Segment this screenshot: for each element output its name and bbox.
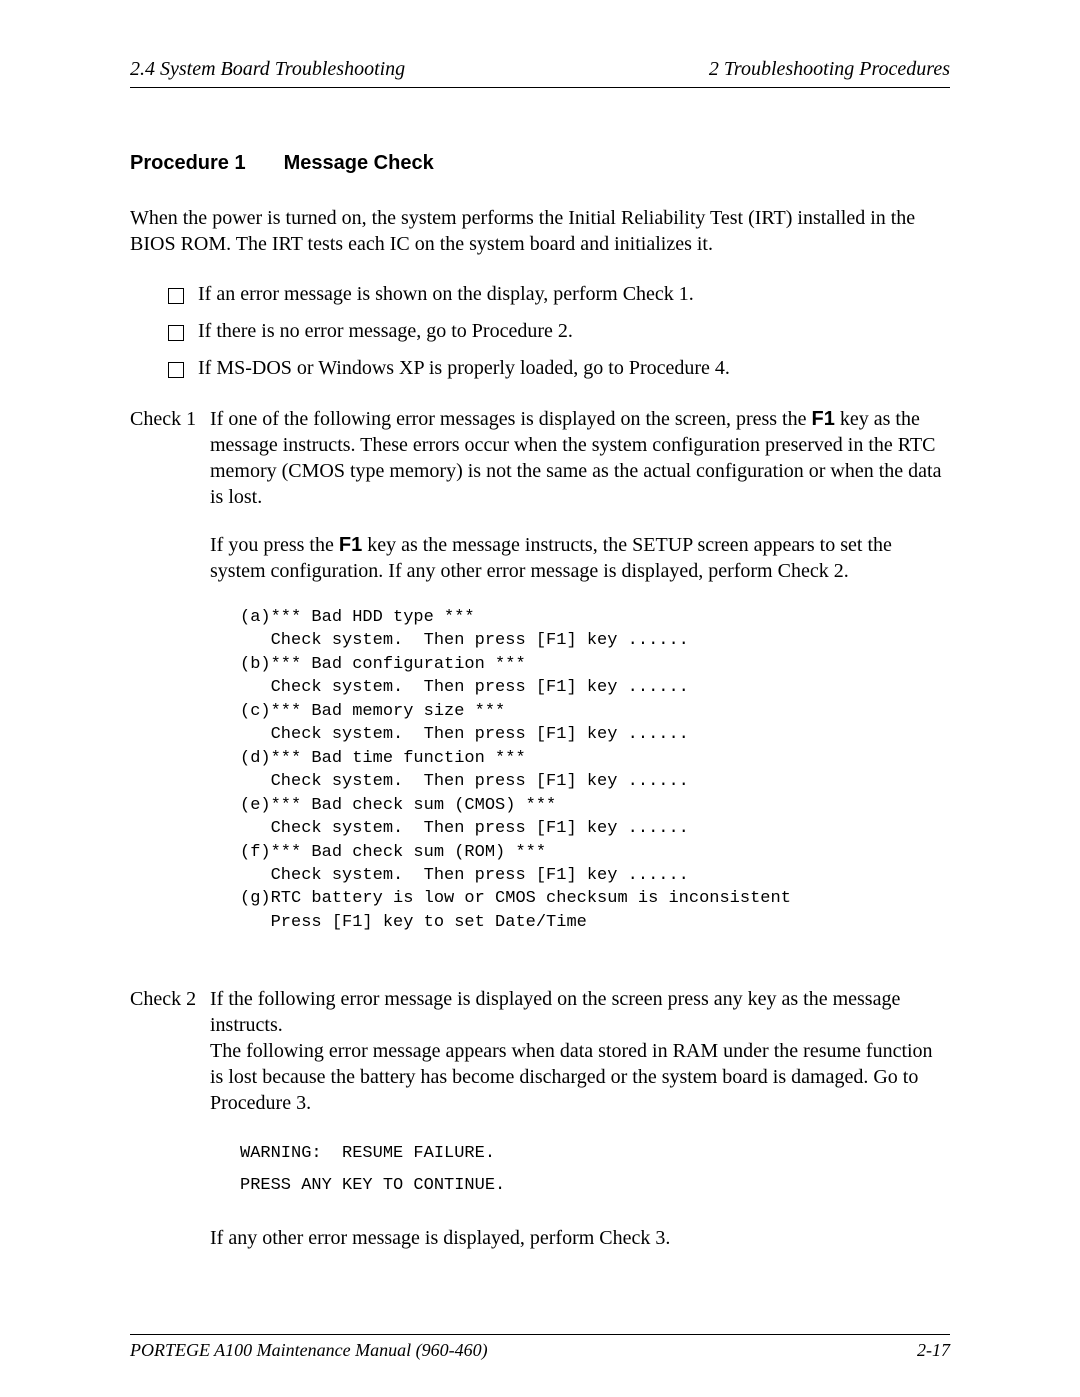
- procedure-title: Message Check: [284, 152, 434, 174]
- check-label: Check 1: [130, 406, 210, 960]
- check2-paragraph-1: If the following error message is displa…: [210, 986, 950, 1038]
- check-body: If one of the following error messages i…: [210, 406, 950, 960]
- error-messages-code: (a)*** Bad HDD type *** Check system. Th…: [240, 606, 950, 934]
- checkbox-icon: [168, 362, 184, 378]
- header-right: 2 Troubleshooting Procedures: [709, 58, 950, 81]
- check-1: Check 1 If one of the following error me…: [130, 406, 950, 960]
- check2-paragraph-2: The following error message appears when…: [210, 1038, 950, 1116]
- bullet-text: If MS-DOS or Windows XP is properly load…: [198, 357, 730, 380]
- check-2: Check 2 If the following error message i…: [130, 986, 950, 1251]
- intro-paragraph: When the power is turned on, the system …: [130, 205, 950, 257]
- check-body: If the following error message is displa…: [210, 986, 950, 1251]
- list-item: If an error message is shown on the disp…: [168, 283, 950, 306]
- check1-paragraph-2: If you press the F1 key as the message i…: [210, 532, 950, 584]
- procedure-heading: Procedure 1 Message Check: [130, 152, 950, 175]
- check2-paragraph-3: If any other error message is displayed,…: [210, 1225, 950, 1251]
- list-item: If MS-DOS or Windows XP is properly load…: [168, 357, 950, 380]
- list-item: If there is no error message, go to Proc…: [168, 320, 950, 343]
- procedure-label: Procedure 1: [130, 152, 246, 175]
- header-rule: [130, 87, 950, 88]
- page: 2.4 System Board Troubleshooting 2 Troub…: [0, 0, 1080, 1397]
- running-header: 2.4 System Board Troubleshooting 2 Troub…: [130, 58, 950, 87]
- checkbox-icon: [168, 325, 184, 341]
- check-label: Check 2: [130, 986, 210, 1251]
- f1-key: F1: [339, 534, 362, 556]
- bullet-text: If there is no error message, go to Proc…: [198, 320, 573, 343]
- bullet-text: If an error message is shown on the disp…: [198, 283, 694, 306]
- checkbox-icon: [168, 288, 184, 304]
- bullet-list: If an error message is shown on the disp…: [168, 283, 950, 380]
- footer-left: PORTEGE A100 Maintenance Manual (960-460…: [130, 1340, 488, 1361]
- check1-paragraph-1: If one of the following error messages i…: [210, 406, 950, 510]
- running-footer: PORTEGE A100 Maintenance Manual (960-460…: [130, 1340, 950, 1361]
- warning-code: WARNING: RESUME FAILURE. PRESS ANY KEY T…: [240, 1138, 950, 1201]
- footer-rule: [130, 1334, 950, 1335]
- header-left: 2.4 System Board Troubleshooting: [130, 58, 405, 81]
- f1-key: F1: [812, 408, 835, 430]
- footer-right: 2-17: [917, 1340, 950, 1361]
